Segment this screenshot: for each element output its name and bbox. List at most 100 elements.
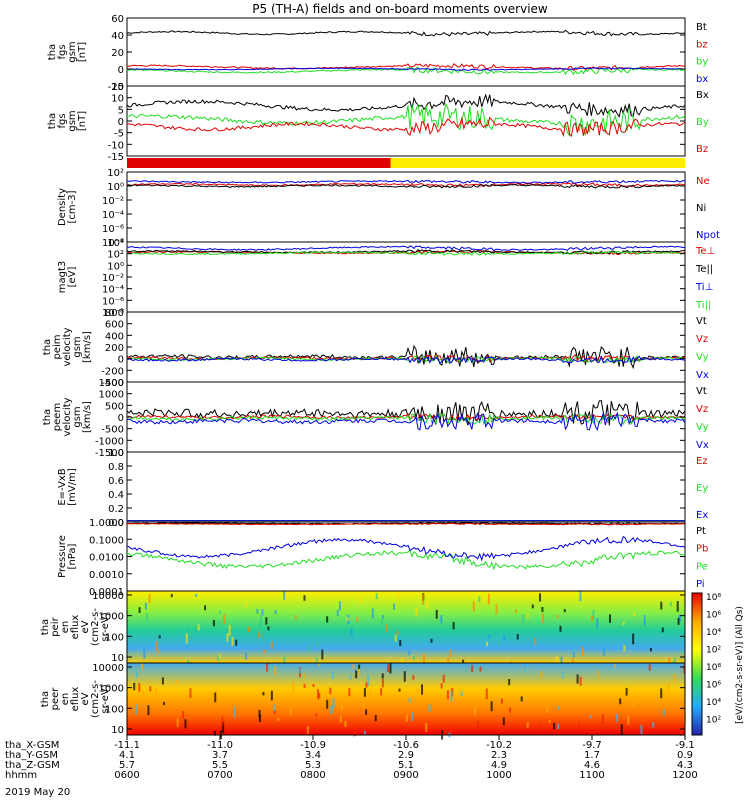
spectrogram-cell xyxy=(158,635,161,639)
spectrogram-cell xyxy=(502,717,505,726)
panel-7-ylabel: tha xyxy=(42,409,53,425)
panel-1-ylabel: gsm xyxy=(67,41,78,62)
spectrogram-cell xyxy=(245,601,248,608)
panel-8-ytick: 0.4 xyxy=(108,490,124,501)
spectrogram-cell xyxy=(622,621,625,625)
panel-11-ylabel: peer xyxy=(50,687,61,711)
spectrogram-cell xyxy=(674,657,677,667)
xaxis-tick-value: 2.3 xyxy=(491,750,507,761)
spectrogram-cell xyxy=(283,655,286,663)
panel-4-series-ni xyxy=(126,183,686,189)
panel-9-series-pb xyxy=(126,522,685,526)
legend-ne: Ne xyxy=(696,176,710,187)
panel-1-ytick: 40 xyxy=(111,31,124,42)
spectrogram-cell xyxy=(182,710,185,719)
spectrogram-cell xyxy=(563,609,566,613)
legend-ex: Ex xyxy=(696,510,708,521)
xaxis-row-label: tha_Y-GSM xyxy=(5,750,58,761)
spectrogram-cell xyxy=(141,663,144,670)
spectrogram-cell xyxy=(263,649,266,654)
legend-vy: Vy xyxy=(696,352,709,363)
spectrogram-cell xyxy=(262,691,265,696)
spectrogram-cell xyxy=(176,717,179,727)
spectrogram-cell xyxy=(210,693,213,701)
spectrogram-cell xyxy=(381,673,384,679)
panel-2 xyxy=(126,85,686,157)
panel-11-ylabel: (cm2-s- xyxy=(90,680,101,718)
panel-9-ytick: 0.0100 xyxy=(89,553,124,564)
xaxis-tick-value: -9.1 xyxy=(675,740,695,751)
panel-6-ytick: 400 xyxy=(105,331,124,342)
panel-5-ytick: 10² xyxy=(107,250,124,261)
spectrogram-cell xyxy=(488,635,491,639)
panel-1-series-by xyxy=(126,66,686,76)
panel-9-ytick: 1.0000 xyxy=(89,518,124,529)
spectrogram-cell xyxy=(495,604,498,614)
panel-2-ylabel: [nT] xyxy=(77,111,88,131)
spectrogram-cell xyxy=(556,656,559,663)
panel-7-ytick: -1000 xyxy=(95,436,124,447)
xaxis-tick-value: 5.7 xyxy=(119,760,135,771)
spectrogram-cell xyxy=(472,601,475,612)
panel-4-ytick: 10⁰ xyxy=(107,182,124,193)
spectrogram-cell xyxy=(315,642,318,647)
legend-pt: Pt xyxy=(696,526,706,537)
panel-5 xyxy=(126,241,686,313)
panel-1-ytick: 20 xyxy=(111,48,124,59)
panel-7-series-vt xyxy=(126,400,686,426)
panel-7-ytick: -500 xyxy=(101,425,124,436)
xaxis-tick-value: -9.7 xyxy=(582,740,602,751)
panel-4-ylabel: Density xyxy=(57,188,68,226)
spectrogram-cell xyxy=(526,722,529,728)
xaxis-tick-value: 5.1 xyxy=(398,760,414,771)
panel-5-series-ti xyxy=(126,250,686,256)
panel-5-ytick: 10⁰ xyxy=(107,261,124,272)
spectrogram-cell xyxy=(381,678,384,688)
panel-10-ytick: 100 xyxy=(105,632,124,643)
spectrogram-cell xyxy=(339,715,342,723)
xaxis-tick-value: 3.4 xyxy=(305,750,321,761)
spectrogram-cell xyxy=(396,630,399,635)
panel-9-ytick: 0.0010 xyxy=(89,570,124,581)
panel-2-ylabel: fgs xyxy=(57,113,68,128)
spectrogram-cell xyxy=(557,706,560,710)
spectrogram-cell xyxy=(138,607,141,613)
spectrogram-cell xyxy=(258,714,261,723)
spectrogram-cell xyxy=(403,671,406,682)
spectrogram-cell xyxy=(156,648,159,654)
spectrogram-cell xyxy=(184,719,187,729)
spectrogram-cell xyxy=(204,605,207,611)
spectrogram-cell xyxy=(541,613,544,624)
spectrogram-cell xyxy=(660,688,663,699)
spectrogram-cell xyxy=(625,687,628,696)
legend-bx: Bx xyxy=(696,90,709,101)
spectrogram-cell xyxy=(399,639,402,647)
panel-9-ytick: 0.0001 xyxy=(89,587,124,598)
panel-7 xyxy=(126,381,686,453)
panel-2-ytick: -5 xyxy=(114,129,124,140)
panel-10-ylabel: peir xyxy=(50,616,61,636)
mode-bar-red xyxy=(127,158,391,168)
panel-11-ytick: 10000 xyxy=(92,663,124,674)
spectrogram-cell xyxy=(258,622,261,633)
panel-11-ytick: 1000 xyxy=(99,684,124,695)
spectrogram-cell xyxy=(579,591,582,602)
spectrogram-cell xyxy=(149,686,152,692)
panel-6-ytick: -200 xyxy=(101,366,124,377)
panel-5-ytick: 10⁻⁶ xyxy=(102,296,124,307)
spectrogram-cell xyxy=(452,621,455,630)
spectrogram-cell xyxy=(526,666,529,674)
spectrogram-cell xyxy=(358,664,361,669)
panel-2-ylabel: gsm xyxy=(67,110,78,131)
spectrogram-cell xyxy=(147,705,150,716)
panel-5-ylabel: magt3 xyxy=(57,261,68,294)
spectrogram-cell xyxy=(349,675,352,680)
spectrogram-cell xyxy=(412,675,415,680)
spectrogram-cell xyxy=(541,606,544,612)
spectrogram-cell xyxy=(219,610,222,614)
spectrogram-cell xyxy=(222,722,225,734)
panel-1-series-bz xyxy=(126,63,686,72)
spectrogram-cell xyxy=(146,612,149,622)
spectrogram-cell xyxy=(218,653,221,659)
spectrogram-cell xyxy=(231,636,234,646)
